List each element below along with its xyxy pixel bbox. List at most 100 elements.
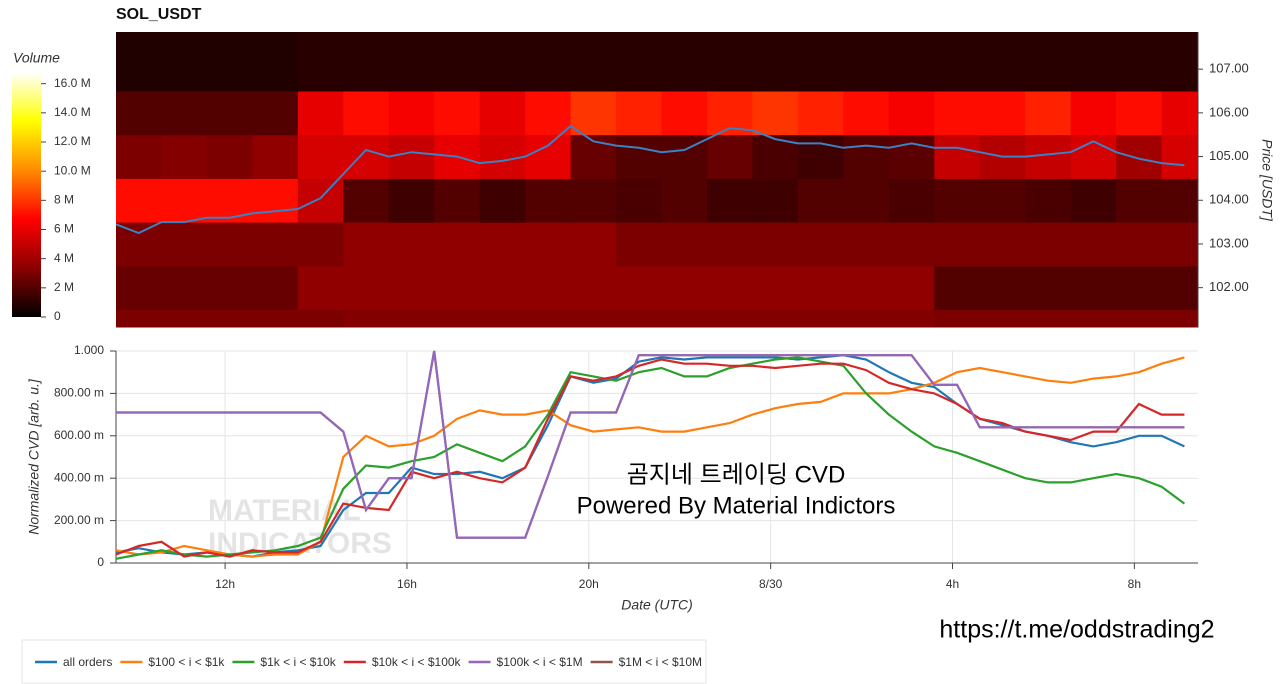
heatmap-cell	[116, 32, 162, 92]
heatmap-cell	[616, 178, 663, 223]
heatmap-cell	[252, 91, 299, 136]
heatmap-cell	[1161, 265, 1199, 311]
heatmap-cell	[979, 91, 1026, 136]
heatmap-cell	[843, 309, 890, 328]
heatmap-cell	[843, 178, 890, 223]
heatmap-cell	[1025, 91, 1072, 136]
legend-label: $1k < i < $10k	[260, 655, 336, 669]
colorbar-tick-label: 6 M	[54, 222, 74, 236]
heatmap-cell	[934, 134, 981, 179]
heatmap-cell	[570, 178, 617, 223]
colorbar-tick-label: 16.0 M	[54, 76, 91, 90]
heatmap-cell	[388, 309, 435, 328]
heatmap-cell	[116, 178, 162, 223]
heatmap-cell	[1025, 222, 1072, 267]
price-line	[115, 124, 1185, 235]
heatmap-cell	[934, 178, 981, 223]
heatmap-cell	[252, 309, 299, 328]
heatmap-cell	[388, 222, 435, 267]
y-tick-label: 107.00	[1209, 61, 1249, 76]
heatmap-cell	[570, 222, 617, 267]
heatmap-cell	[707, 265, 753, 311]
heatmap-cell	[1070, 178, 1117, 223]
heatmap-cell	[888, 178, 935, 223]
heatmap-cell	[979, 265, 1026, 311]
x-tick-label: 8h	[1128, 577, 1141, 591]
heatmap-cell	[116, 222, 162, 267]
heatmap-cell	[979, 32, 1026, 92]
heatmap-cell	[661, 32, 708, 92]
heatmap-cell	[297, 91, 344, 136]
heatmap-cell	[1070, 309, 1117, 328]
y-tick-label: 104.00	[1209, 192, 1249, 207]
colorbar-tick-label: 2 M	[54, 280, 74, 294]
x-tick-label: 8/30	[759, 577, 783, 591]
heatmap-cell	[616, 309, 663, 328]
y-tick-label: 1.000	[74, 343, 104, 357]
heatmap-cell	[1025, 309, 1072, 328]
heatmap-cell	[979, 309, 1026, 328]
heatmap-cell	[116, 91, 162, 136]
heatmap-cell	[934, 91, 981, 136]
y-axis-label: Price [USDT]	[1259, 139, 1275, 222]
heatmap-cell	[434, 309, 481, 328]
heatmap-cell	[297, 32, 344, 92]
heatmap-cell	[1116, 265, 1163, 311]
heatmap-cell	[843, 91, 890, 136]
heatmap-cell	[252, 265, 299, 311]
x-tick-label: 12h	[215, 577, 235, 591]
heatmap-cell	[752, 309, 799, 328]
heatmap-cell	[888, 32, 935, 92]
heatmap-cell	[206, 222, 253, 267]
heatmap-cell	[1161, 32, 1199, 92]
y-tick-label: 102.00	[1209, 279, 1249, 294]
heatmap-cell	[206, 178, 253, 223]
heatmap-cell	[797, 91, 844, 136]
colorbar-tick-label: 4 M	[54, 251, 74, 265]
heatmap-cell	[1116, 222, 1163, 267]
colorbar-tick-label: 12.0 M	[54, 134, 91, 148]
heatmap-cell	[797, 309, 844, 328]
heatmap-cell	[797, 134, 844, 179]
heatmap-cell	[1070, 91, 1117, 136]
heatmap-cell	[888, 91, 935, 136]
heatmap-cell	[434, 91, 481, 136]
heatmap-cell	[161, 178, 208, 223]
heatmap-cell	[1161, 134, 1199, 179]
x-axis-label: Date (UTC)	[621, 597, 693, 613]
colorbar-tick-label: 14.0 M	[54, 105, 91, 119]
heatmap-cell	[570, 32, 617, 92]
heatmap-cell	[434, 32, 481, 92]
heatmap-cell	[1025, 178, 1072, 223]
heatmap-cell	[525, 265, 572, 311]
heatmap-cell	[1070, 222, 1117, 267]
legend-label: $1M < i < $10M	[619, 655, 702, 669]
heatmap-cell	[343, 134, 390, 179]
heatmap-cell	[343, 91, 390, 136]
legend-label: $100 < i < $1k	[148, 655, 225, 669]
heatmap-cell	[570, 309, 617, 328]
colorbar	[12, 72, 41, 317]
heatmap-cell	[616, 265, 663, 311]
heatmap-cell	[1116, 134, 1163, 179]
heatmap-cell	[252, 178, 299, 223]
cvd-line	[116, 350, 1185, 539]
y-tick-label: 400.00 m	[54, 470, 104, 484]
heatmap-cell	[297, 222, 344, 267]
heatmap-cell	[752, 178, 799, 223]
heatmap-cell	[343, 178, 390, 223]
heatmap-cell	[843, 134, 890, 179]
heatmap-cell	[343, 32, 390, 92]
heatmap-cell	[479, 134, 526, 179]
heatmap-cell	[707, 134, 753, 179]
heatmap-cell	[616, 134, 663, 179]
cvd-line	[115, 356, 1185, 558]
colorbar-tick-label: 0	[54, 309, 61, 323]
legend-label: $100k < i < $1M	[497, 655, 583, 669]
heatmap-cell	[616, 222, 663, 267]
heatmap-cell	[525, 178, 572, 223]
heatmap-cell	[707, 222, 753, 267]
heatmap-cell	[707, 178, 753, 223]
